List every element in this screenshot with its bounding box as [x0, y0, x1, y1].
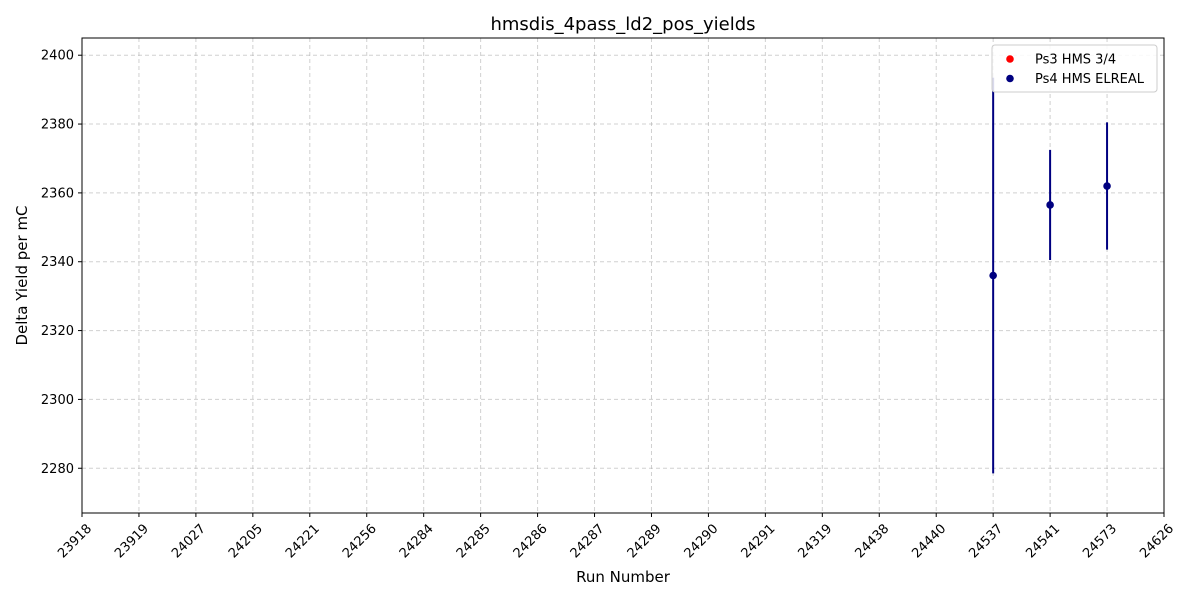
y-axis-label: Delta Yield per mC: [13, 205, 31, 345]
x-tick-label: 24319: [796, 521, 836, 561]
series: [989, 77, 1111, 474]
legend-label: Ps3 HMS 3/4: [1035, 53, 1116, 68]
x-tick-label: 24256: [340, 521, 380, 561]
plot-area-frame: [81, 37, 1165, 514]
x-tick-label: 24205: [226, 521, 266, 561]
x-tick-label: 24287: [568, 521, 608, 561]
x-tick-label: 24289: [625, 521, 665, 561]
y-tick-label: 2300: [41, 393, 74, 408]
data-point: [1046, 201, 1054, 209]
x-tick-label: 24285: [454, 521, 494, 561]
legend-box: [991, 44, 1158, 93]
data-point: [1103, 182, 1111, 190]
legend-items: Ps3 HMS 3/4 Ps4 HMS ELREAL: [1006, 53, 1145, 87]
x-tick-label: 24290: [682, 521, 722, 561]
x-tick-label: 24027: [169, 521, 209, 561]
x-axis-label: Run Number: [576, 568, 671, 586]
y-tick-label: 2360: [41, 186, 74, 201]
x-tick-label: 24284: [397, 521, 437, 561]
y-tick-label: 2400: [41, 49, 74, 64]
legend-label: Ps4 HMS ELREAL: [1035, 72, 1145, 87]
y-tick-label: 2340: [41, 255, 74, 270]
x-tick-label: 24440: [909, 521, 949, 561]
x-tick-label: 24626: [1137, 521, 1177, 561]
x-tick-label: 23919: [112, 521, 152, 561]
plot-series: [989, 77, 1111, 474]
legend-marker: [1006, 74, 1014, 83]
y-tick-label: 2280: [41, 462, 74, 477]
x-tick-label: 24286: [511, 521, 551, 561]
x-tick-label: 24438: [852, 521, 892, 561]
x-tick-label: 24221: [283, 521, 323, 561]
y-tick-label: 2380: [41, 118, 74, 133]
y-axis-ticks: 2280 2300 2320 2340 2360 2380 2400: [41, 49, 82, 477]
x-tick-label: 24537: [966, 521, 1006, 561]
x-tick-label: 24291: [739, 521, 779, 561]
chart-title: hmsdis_4pass_ld2_pos_yields: [490, 14, 755, 35]
x-axis-ticks: 23918 23919 24027 24205 24221 24256 24284 24285…: [55, 513, 1177, 561]
x-tick-label: 23918: [55, 521, 95, 561]
legend: Ps3 HMS 3/4 Ps4 HMS ELREAL: [991, 44, 1158, 93]
x-tick-label: 24541: [1023, 521, 1063, 561]
legend-marker: [1006, 55, 1014, 63]
data-point: [989, 271, 997, 280]
grid: [81, 38, 1165, 513]
y-tick-label: 2320: [41, 324, 74, 339]
x-tick-label: 24573: [1080, 521, 1120, 561]
